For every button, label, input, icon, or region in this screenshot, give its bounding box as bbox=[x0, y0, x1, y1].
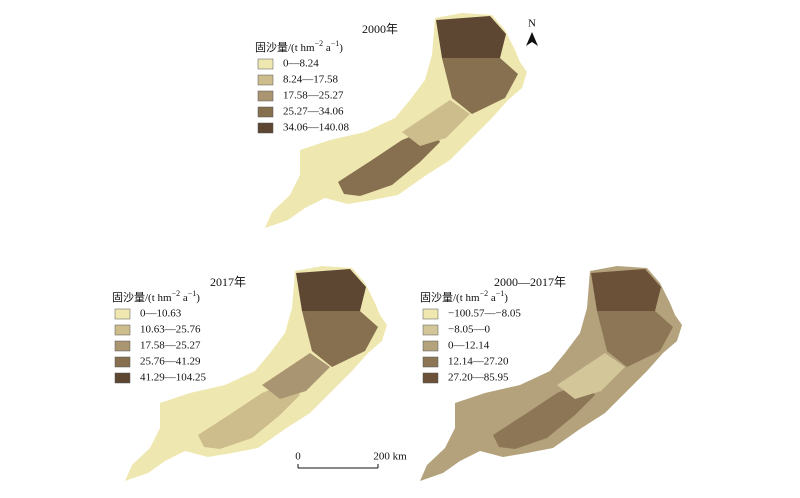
map-region bbox=[557, 353, 625, 399]
panel-title: 2000年 bbox=[362, 22, 398, 36]
legend-title-part: ) bbox=[196, 292, 200, 304]
scale-bar: 0 200 km bbox=[295, 451, 407, 469]
legend-title-exponent: −2 bbox=[480, 289, 489, 298]
legend-title: 固沙量/(t hm−2 a−1) bbox=[255, 39, 343, 54]
map-region bbox=[302, 311, 378, 367]
legend-label: 25.27—34.06 bbox=[283, 106, 344, 118]
map-region bbox=[198, 381, 300, 449]
panel-title: 2017年 bbox=[210, 275, 246, 289]
map-region bbox=[493, 381, 595, 449]
legend-title-part: 固沙量/(t hm bbox=[255, 41, 315, 54]
legend-swatch bbox=[257, 106, 274, 118]
north-label: N bbox=[528, 18, 536, 30]
legend-label: 34.06—140.08 bbox=[283, 122, 350, 134]
legend-swatch bbox=[257, 90, 274, 102]
legend-swatch bbox=[114, 324, 131, 336]
legend-swatch bbox=[422, 372, 439, 384]
legend-title-exponent: −1 bbox=[496, 289, 505, 298]
north-arrow-icon bbox=[526, 32, 538, 46]
legend-title-part: ) bbox=[339, 42, 343, 54]
legend-title-part: a bbox=[323, 42, 331, 54]
legend-swatch bbox=[257, 58, 274, 70]
map-region bbox=[436, 16, 506, 68]
legend-title: 固沙量/(t hm−2 a−1) bbox=[420, 289, 508, 304]
north-arrow: N bbox=[526, 18, 538, 46]
legend-label: −8.05—0 bbox=[448, 324, 490, 336]
legend-title: 固沙量/(t hm−2 a−1) bbox=[112, 289, 200, 304]
legend-title-part: a bbox=[488, 292, 496, 304]
legend-swatch bbox=[422, 340, 439, 352]
map-region bbox=[402, 100, 470, 146]
scale-start: 0 bbox=[295, 451, 301, 463]
map-region bbox=[442, 58, 518, 114]
legend-swatch bbox=[422, 308, 439, 320]
legend-label: 0—10.63 bbox=[140, 308, 182, 320]
legend-label: 17.58—25.27 bbox=[283, 90, 344, 102]
map-region bbox=[262, 353, 330, 399]
legend-title-part: 固沙量/(t hm bbox=[420, 291, 480, 304]
legend-title-exponent: −2 bbox=[315, 39, 324, 48]
legend-swatch bbox=[422, 324, 439, 336]
legend-title-exponent: −2 bbox=[172, 289, 181, 298]
legend-swatch bbox=[114, 356, 131, 368]
legend-label: −100.57—−8.05 bbox=[448, 308, 521, 320]
legend-title-part: ) bbox=[504, 292, 508, 304]
legend-swatch bbox=[114, 308, 131, 320]
legend-title-exponent: −1 bbox=[188, 289, 197, 298]
legend-label: 27.20—85.95 bbox=[448, 372, 509, 384]
legend-label: 41.29—104.25 bbox=[140, 372, 207, 384]
legend-title-part: a bbox=[180, 292, 188, 304]
legend-label: 0—8.24 bbox=[283, 58, 319, 70]
map bbox=[420, 266, 682, 481]
legend-label: 8.24—17.58 bbox=[283, 74, 339, 86]
legend-swatch bbox=[114, 372, 131, 384]
legend-swatch bbox=[422, 356, 439, 368]
legend-label: 17.58—25.27 bbox=[140, 340, 201, 352]
legend-swatch bbox=[257, 122, 274, 134]
scale-end: 200 km bbox=[373, 451, 407, 463]
legend-swatch bbox=[114, 340, 131, 352]
map bbox=[265, 13, 527, 228]
map-region bbox=[597, 311, 673, 367]
legend-title-part: 固沙量/(t hm bbox=[112, 291, 172, 304]
legend-label: 12.14—27.20 bbox=[448, 356, 509, 368]
panel-title: 2000—2017年 bbox=[494, 275, 566, 289]
legend-label: 10.63—25.76 bbox=[140, 324, 201, 336]
map-region bbox=[338, 128, 440, 196]
legend-swatch bbox=[257, 74, 274, 86]
map bbox=[125, 266, 387, 481]
legend-label: 25.76—41.29 bbox=[140, 356, 201, 368]
legend-title-exponent: −1 bbox=[331, 39, 340, 48]
map-region bbox=[591, 269, 661, 321]
legend-label: 0—12.14 bbox=[448, 340, 490, 352]
map-region bbox=[296, 269, 366, 321]
